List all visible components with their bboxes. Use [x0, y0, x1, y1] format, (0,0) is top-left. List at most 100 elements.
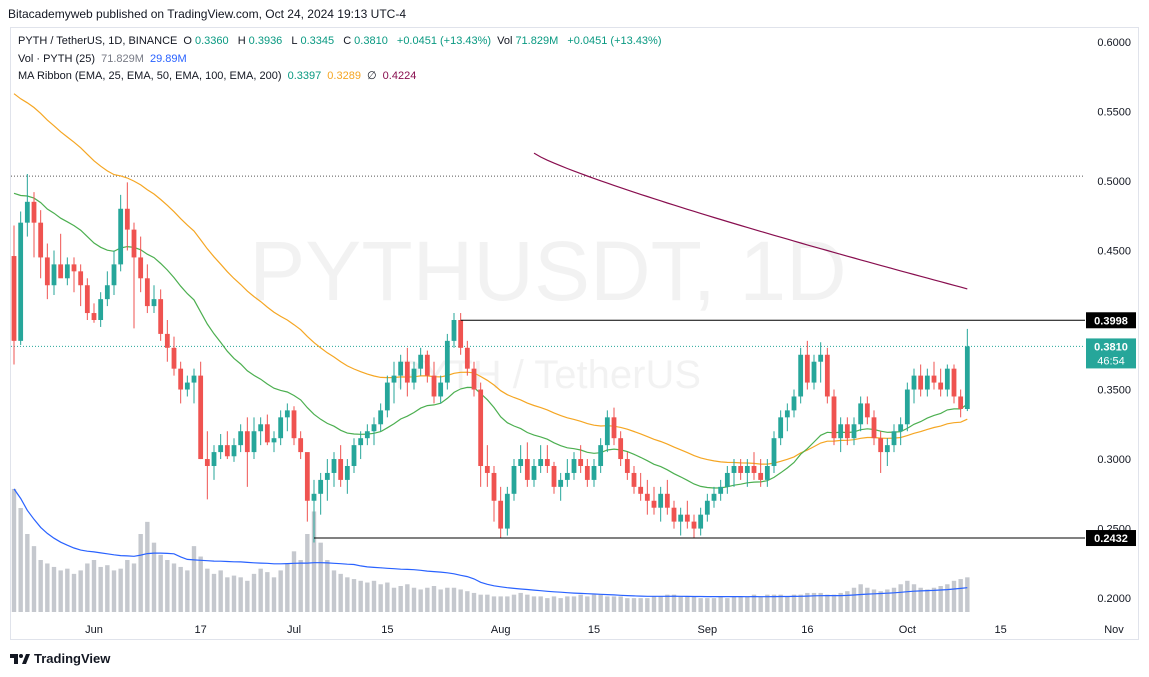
candle-body [671, 507, 677, 522]
volume-indicator-label[interactable]: Vol · PYTH (25) [18, 53, 96, 65]
volume-bar [658, 596, 663, 612]
candle [431, 361, 437, 404]
candle-body [771, 438, 777, 466]
candle [871, 410, 877, 446]
candle-body [251, 431, 257, 453]
ema200-value: 0.4224 [382, 70, 417, 82]
candle-body [58, 264, 64, 279]
candle-body [958, 396, 964, 409]
candle-body [651, 500, 657, 508]
y-tick-label: 0.5000 [1097, 176, 1131, 188]
volume-bar [758, 596, 763, 612]
candle-body [571, 459, 577, 473]
candle-body [938, 382, 944, 390]
volume-bar [258, 568, 263, 612]
x-tick-label: 15 [995, 624, 1007, 636]
candle [351, 438, 357, 473]
candle [898, 417, 904, 446]
volume-bar [678, 596, 683, 612]
volume-bar [298, 560, 303, 612]
candle-body [558, 479, 564, 487]
candle-body [71, 264, 77, 272]
candle [624, 452, 630, 480]
candle [638, 472, 644, 501]
candle-body [944, 368, 950, 390]
volume-bar [398, 586, 403, 612]
volume-bar [31, 546, 37, 612]
high-value: 0.3936 [248, 35, 283, 47]
candle [151, 285, 157, 314]
volume-bar [285, 563, 290, 612]
candle-body [424, 354, 430, 376]
candle-body [951, 368, 957, 397]
candle-body [18, 222, 24, 341]
candle-body [758, 472, 764, 480]
candle [311, 479, 317, 543]
volume-bar [545, 598, 550, 612]
candle [124, 182, 130, 251]
candle [464, 340, 470, 376]
candle-body [898, 424, 904, 432]
candle-body [138, 257, 144, 279]
tradingview-logo-icon [10, 653, 30, 664]
candle-body [458, 320, 464, 348]
candle-body [438, 382, 444, 397]
candle-body [298, 438, 304, 453]
candle-body [184, 382, 190, 390]
candle-body [238, 431, 244, 446]
volume-bar [611, 596, 617, 612]
ma-ribbon-label[interactable]: MA Ribbon (EMA, 25, EMA, 50, EMA, 100, E… [18, 70, 282, 82]
candle [198, 361, 204, 460]
candle-body [404, 361, 410, 383]
level-tag-text: 0.2432 [1094, 533, 1128, 545]
volume-bar [478, 594, 483, 612]
volume-bar [311, 511, 317, 612]
candle [531, 459, 537, 487]
candle-body [604, 417, 610, 446]
volume-bar [345, 577, 350, 612]
volume-bar [885, 589, 890, 612]
volume-bar [211, 573, 217, 612]
volume-bar [25, 534, 30, 612]
publisher-text: Bitacademyweb published on TradingView.c… [8, 7, 407, 21]
volume-bar [511, 594, 517, 612]
candle-body [191, 375, 197, 383]
candle-body [224, 445, 230, 457]
candle [731, 459, 737, 487]
candle-body [911, 375, 917, 390]
candle-body [231, 445, 237, 457]
candle-body [778, 417, 784, 439]
volume-legend: Vol · PYTH (25) 71.829M 29.89M [18, 53, 190, 65]
volume-bar [825, 594, 830, 612]
y-tick-label: 0.3000 [1097, 454, 1131, 466]
candle-body [284, 410, 290, 418]
vol-value: 71.829M [515, 35, 559, 47]
candle-body [344, 466, 350, 480]
candle [604, 410, 610, 453]
candle [498, 486, 504, 539]
level-tag-text: 0.3998 [1094, 315, 1128, 327]
candle-body [51, 264, 57, 286]
candle-body [351, 445, 357, 466]
candle-body [144, 278, 150, 307]
candle-body [511, 466, 517, 494]
candle [904, 382, 910, 432]
volume-bar [138, 534, 143, 612]
volume-bar [858, 584, 863, 612]
candle-body [151, 299, 157, 307]
candle-body [171, 347, 177, 369]
volume-bar [58, 570, 63, 612]
volume-bar [578, 594, 583, 612]
candle [571, 452, 577, 480]
volume-bar [38, 560, 43, 612]
tradingview-logo[interactable]: TradingView [10, 651, 110, 666]
pair-label[interactable]: PYTH / TetherUS, 1D, BINANCE [18, 35, 178, 47]
candle [744, 459, 750, 487]
candle [918, 364, 924, 397]
volume-bar [158, 554, 163, 612]
candle-body [91, 313, 97, 320]
candle [271, 431, 277, 453]
volume-bar [791, 594, 797, 612]
candle-body [638, 486, 644, 494]
